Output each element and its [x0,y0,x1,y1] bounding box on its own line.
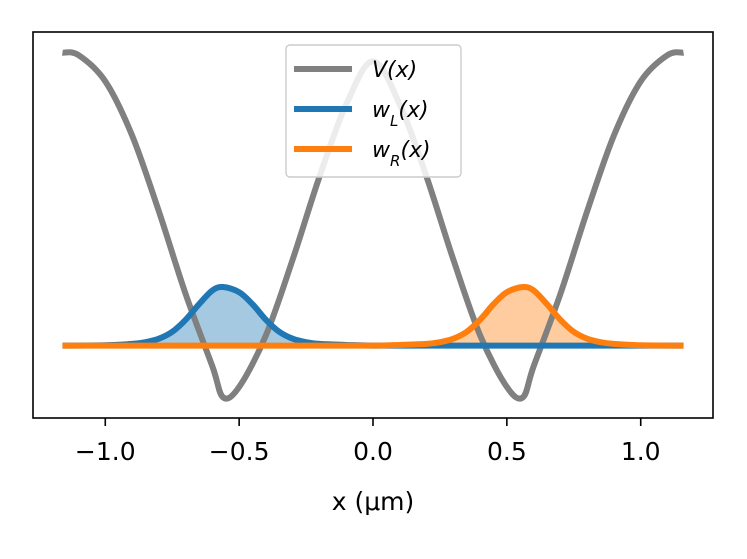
legend-box [285,44,462,178]
x-tick-label: 0.5 [487,437,527,466]
series-line-2 [62,283,684,349]
x-tick-label: 0.0 [353,437,393,466]
x-tick-label: 1.0 [621,437,661,466]
legend: V(x) wL(x) wR(x) [285,44,462,178]
series-fill-2 [62,286,684,346]
series-line-1 [62,283,684,349]
x-tick-label: −1.0 [75,437,136,466]
series-fills [62,286,684,346]
x-axis-label: x (μm) [332,487,415,516]
legend-label: V(x) [372,58,417,83]
x-ticks: −1.0 −0.5 0.0 0.5 1.0 [75,418,661,466]
series-fill-1 [62,286,684,346]
legend-label: wR(x) [372,138,431,170]
x-tick-label: −0.5 [209,437,270,466]
legend-label: wL(x) [372,98,429,130]
